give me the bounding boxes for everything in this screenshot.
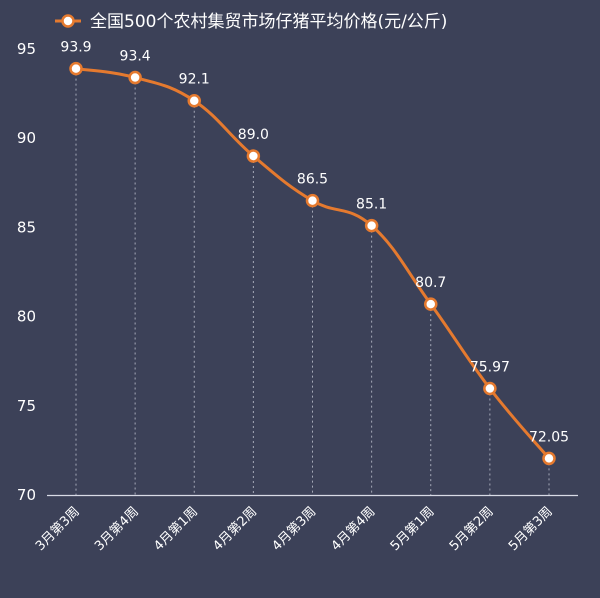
data-label-7: 80.7 bbox=[415, 275, 446, 291]
data-point-6 bbox=[364, 218, 379, 233]
y-tick-label-80: 80 bbox=[17, 308, 36, 326]
data-point-5 bbox=[305, 193, 320, 208]
data-point-7 bbox=[424, 297, 438, 311]
data-labels: 93.9 93.4 92.1 89.0 86.5 85.1 80.7 75.97 72.05 bbox=[60, 40, 569, 446]
data-point-4 bbox=[246, 149, 261, 163]
y-tick-label-85: 85 bbox=[17, 218, 36, 236]
x-tick-label-6: 4月第4周 bbox=[329, 504, 379, 554]
x-tick-label-9: 5月第3周 bbox=[506, 504, 556, 554]
y-axis-tick-labels: 70 75 80 85 90 95 bbox=[17, 40, 36, 504]
data-point-3 bbox=[187, 93, 201, 108]
data-label-3: 92.1 bbox=[179, 72, 210, 88]
x-tick-label-2: 3月第4周 bbox=[92, 504, 142, 554]
series-line bbox=[74, 67, 551, 460]
data-label-5: 86.5 bbox=[297, 172, 328, 188]
data-point-1 bbox=[69, 61, 83, 76]
data-label-9: 72.05 bbox=[529, 429, 569, 445]
x-tick-label-3: 4月第1周 bbox=[151, 504, 201, 554]
data-label-4: 89.0 bbox=[238, 127, 269, 143]
legend: 全国500个农村集贸市场仔猪平均价格(元/公斤) bbox=[55, 12, 447, 32]
data-point-markers bbox=[69, 61, 556, 466]
x-tick-label-1: 3月第3周 bbox=[33, 504, 83, 554]
series-price bbox=[74, 67, 551, 460]
data-point-9 bbox=[542, 451, 556, 466]
data-point-8 bbox=[483, 381, 497, 396]
x-tick-label-5: 4月第3周 bbox=[269, 504, 319, 554]
data-label-2: 93.4 bbox=[120, 49, 151, 65]
data-point-2 bbox=[128, 70, 142, 85]
y-tick-label-70: 70 bbox=[17, 486, 36, 504]
x-tick-label-7: 5月第1周 bbox=[388, 504, 438, 554]
y-tick-label-75: 75 bbox=[17, 397, 36, 415]
x-tick-label-4: 4月第2周 bbox=[210, 504, 260, 554]
data-label-1: 93.9 bbox=[60, 40, 91, 56]
data-label-8: 75.97 bbox=[470, 359, 510, 375]
vertical-gridlines bbox=[75, 68, 550, 495]
y-tick-label-90: 90 bbox=[17, 129, 36, 147]
data-label-6: 85.1 bbox=[356, 197, 387, 213]
legend-marker-swatch bbox=[61, 14, 75, 28]
legend-series-label: 全国500个农村集贸市场仔猪平均价格(元/公斤) bbox=[90, 12, 447, 32]
x-tick-label-8: 5月第2周 bbox=[447, 504, 497, 554]
x-axis-tick-labels: 3月第3周 3月第4周 4月第1周 4月第2周 4月第3周 4月第4周 5月第1周 5月第2周… bbox=[33, 504, 556, 554]
y-tick-label-95: 95 bbox=[17, 40, 36, 58]
